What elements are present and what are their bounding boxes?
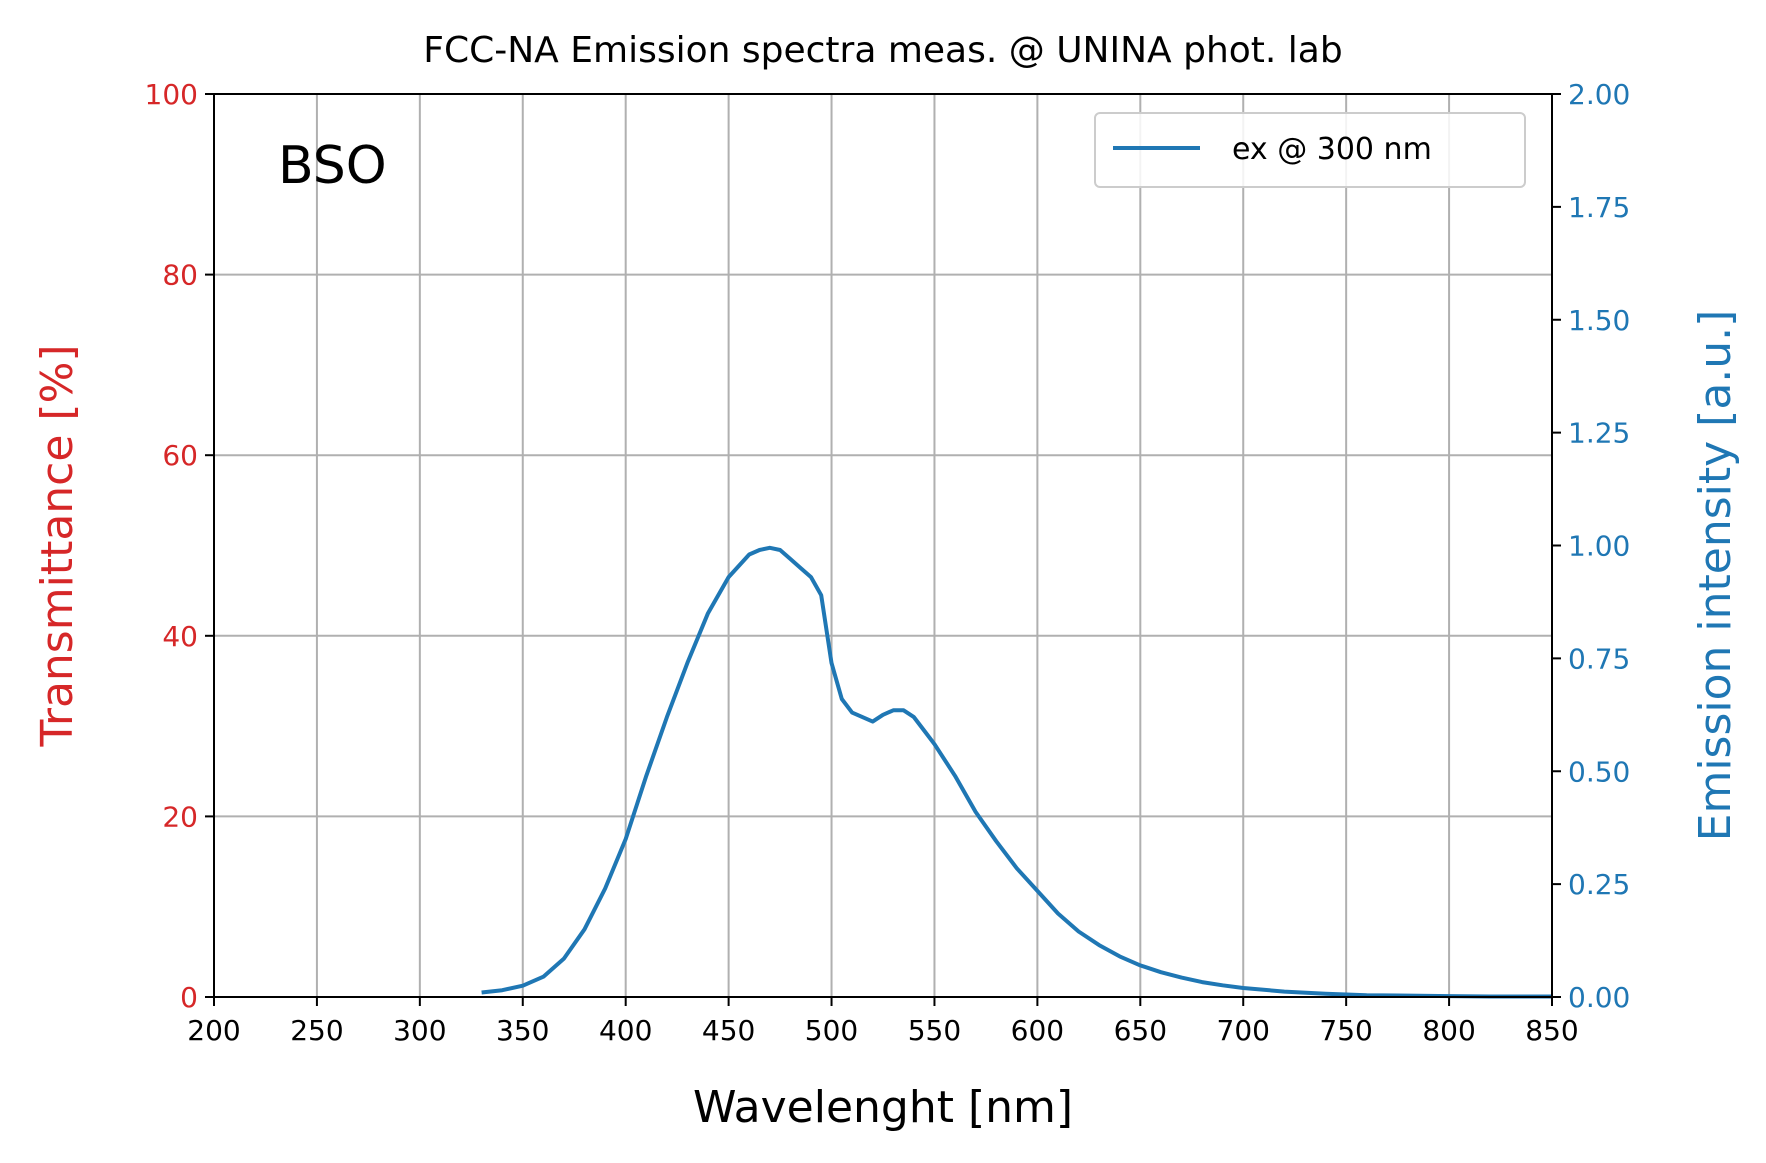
x-tick-label: 850 [1525, 1014, 1578, 1047]
y-right-tick-label: 1.50 [1568, 304, 1630, 337]
annotation-bso: BSO [278, 136, 387, 196]
y-right-tick-label: 0.75 [1568, 642, 1630, 675]
x-tick-label: 200 [187, 1014, 240, 1047]
x-tick-label: 300 [393, 1014, 446, 1047]
legend-label: ex @ 300 nm [1232, 132, 1432, 167]
ticks: 200 250 300 350 400 450 500 550 600 650 700 750 800 8… [145, 78, 1631, 1047]
y-left-tick-label: 80 [162, 259, 198, 292]
y-right-tick-label: 1.75 [1568, 191, 1630, 224]
x-tick-label: 650 [1114, 1014, 1167, 1047]
y-axis-label-left: Transmittance [%] [32, 344, 83, 747]
x-axis-label: Wavelenght [nm] [693, 1082, 1073, 1133]
y-right-tick-label: 2.00 [1568, 78, 1630, 111]
y-left-tick-label: 100 [145, 78, 198, 111]
legend: ex @ 300 nm [1094, 112, 1526, 188]
y-right-tick-label: 1.00 [1568, 530, 1630, 563]
x-tick-label: 750 [1319, 1014, 1372, 1047]
series-line [481, 545, 1552, 999]
x-tick-label: 400 [599, 1014, 652, 1047]
y-left-tick-label: 0 [180, 981, 198, 1014]
x-tick-label: 600 [1011, 1014, 1064, 1047]
x-tick-label: 500 [805, 1014, 858, 1047]
chart-title: FCC-NA Emission spectra meas. @ UNINA ph… [423, 30, 1342, 71]
grid [213, 93, 1553, 998]
plot-frame [213, 93, 1553, 998]
x-tick-label: 550 [908, 1014, 961, 1047]
y-left-tick-label: 40 [162, 620, 198, 653]
series-layer [481, 545, 1552, 999]
legend-box [1094, 112, 1526, 188]
y-right-tick-label: 1.25 [1568, 417, 1630, 450]
x-tick-label: 450 [702, 1014, 755, 1047]
y-right-tick-label: 0.25 [1568, 868, 1630, 901]
y-right-tick-label: 0.00 [1568, 981, 1630, 1014]
y-left-tick-label: 60 [162, 439, 198, 472]
y-axis-label-right: Emission intensity [a.u.] [1690, 310, 1741, 842]
y-right-tick-label: 0.50 [1568, 755, 1630, 788]
y-left-tick-label: 20 [162, 800, 198, 833]
x-tick-label: 700 [1217, 1014, 1270, 1047]
x-tick-label: 350 [496, 1014, 549, 1047]
x-tick-label: 250 [290, 1014, 343, 1047]
x-tick-label: 800 [1422, 1014, 1475, 1047]
